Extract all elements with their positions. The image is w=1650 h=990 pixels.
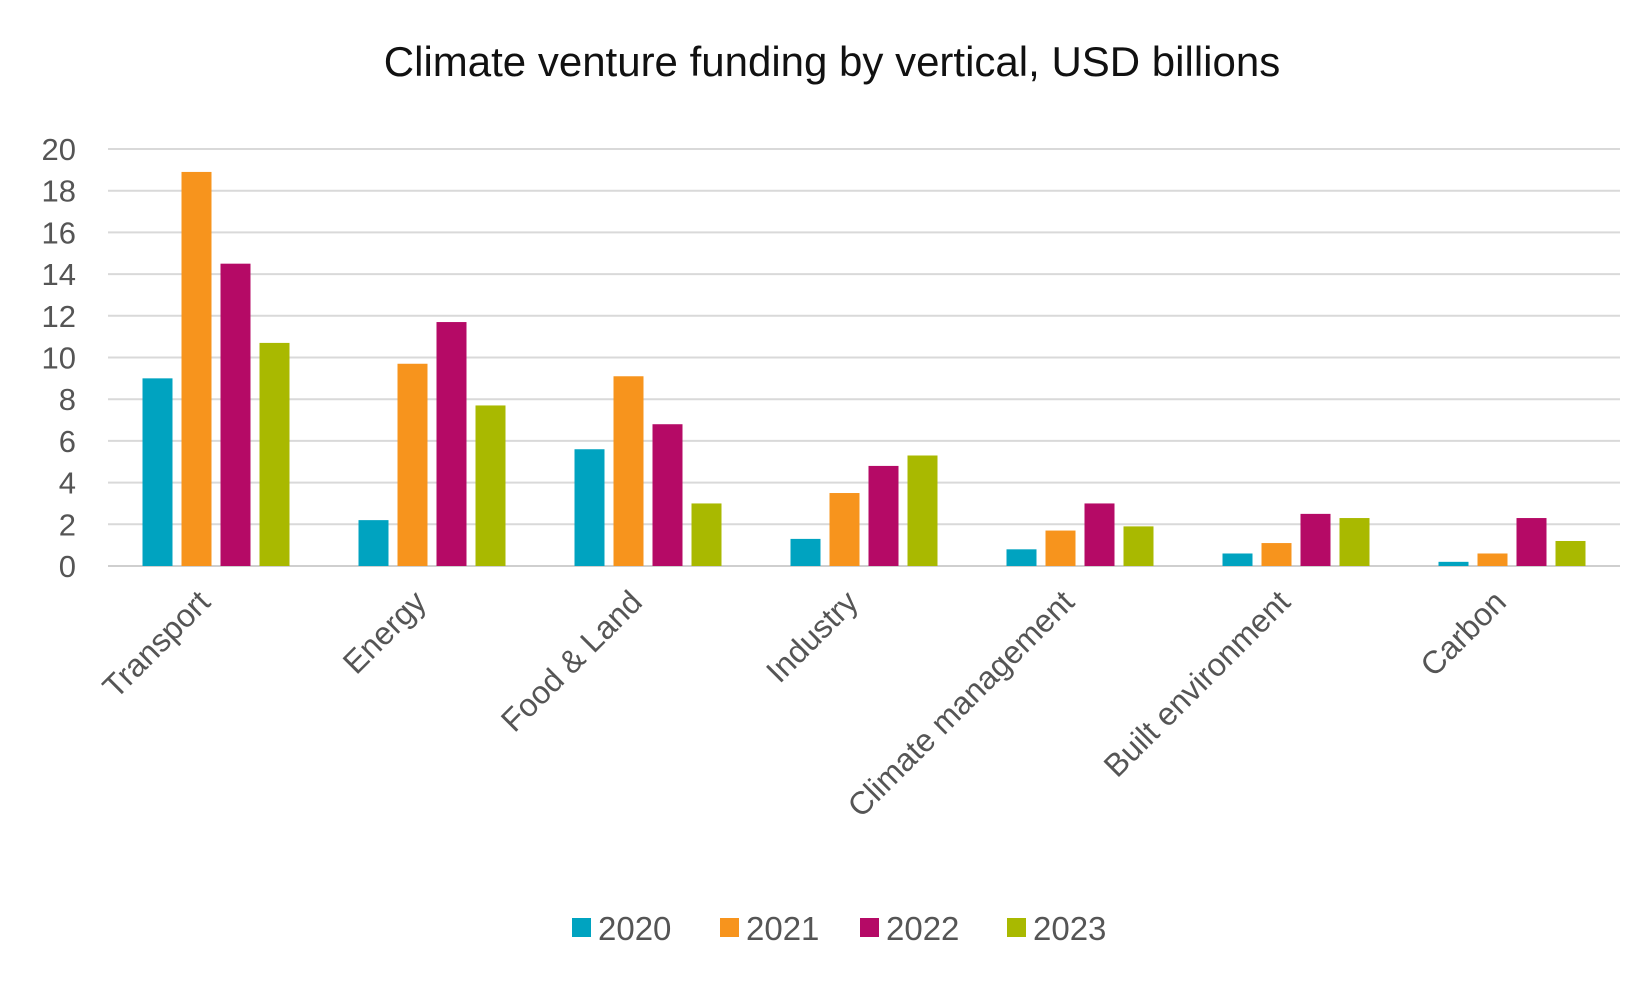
y-tick-label: 4 <box>59 466 76 501</box>
bar-2021 <box>397 363 428 566</box>
bar-2020 <box>1222 553 1253 566</box>
bar-2023 <box>259 342 290 566</box>
y-tick-label: 20 <box>42 132 76 167</box>
legend-swatch-2021 <box>720 918 739 937</box>
bar-2020 <box>1006 549 1037 566</box>
bar-2022 <box>1300 513 1331 566</box>
bar-2022 <box>1084 503 1115 566</box>
bar-2021 <box>829 493 860 566</box>
x-category-label: Built environment <box>1097 583 1297 783</box>
bar-2021 <box>181 171 212 566</box>
chart-title: Climate venture funding by vertical, USD… <box>384 38 1280 85</box>
bar-2022 <box>1516 518 1547 566</box>
x-axis-category-labels: Transport Energy Food & Land IndustryClimat… <box>96 583 1513 824</box>
legend-label-2020: 2020 <box>598 910 671 947</box>
bar-2021 <box>1045 530 1076 566</box>
bar-2020 <box>1438 561 1469 566</box>
y-tick-label: 10 <box>42 341 76 376</box>
y-tick-label: 8 <box>59 382 76 417</box>
bar-2020 <box>790 538 821 566</box>
x-category-label: Industry <box>759 583 865 689</box>
y-tick-label: 0 <box>59 549 76 584</box>
bar-2021 <box>613 376 644 566</box>
y-tick-label: 12 <box>42 299 76 334</box>
bar-2020 <box>142 378 173 566</box>
legend-label-2023: 2023 <box>1033 910 1106 947</box>
bar-2023 <box>907 455 938 566</box>
y-tick-label: 18 <box>42 174 76 209</box>
x-category-label: Food & Land <box>494 583 649 738</box>
legend-label-2022: 2022 <box>886 910 959 947</box>
legend-label-2021: 2021 <box>746 910 819 947</box>
legend: 2020 2021 2022 2023 <box>572 910 1106 947</box>
bar-2023 <box>691 503 722 566</box>
x-category-label: Energy <box>336 583 433 680</box>
legend-swatch-2022 <box>860 918 879 937</box>
bar-2022 <box>868 465 899 566</box>
legend-swatch-2020 <box>572 918 591 937</box>
bar-2023 <box>1123 526 1154 566</box>
bar-2022 <box>220 263 251 566</box>
y-tick-label: 6 <box>59 424 76 459</box>
bar-2022 <box>652 424 683 566</box>
x-category-label: Climate management <box>840 583 1081 824</box>
x-category-label: Carbon <box>1413 583 1513 683</box>
bar-2021 <box>1261 543 1292 566</box>
bars <box>142 171 1586 566</box>
legend-swatch-2023 <box>1007 918 1026 937</box>
bar-2023 <box>1555 540 1586 566</box>
y-tick-label: 16 <box>42 215 76 250</box>
bar-2021 <box>1477 553 1508 566</box>
y-tick-label: 2 <box>59 507 76 542</box>
x-category-label: Transport <box>96 583 218 705</box>
bar-2023 <box>1339 518 1370 566</box>
y-tick-label: 14 <box>42 257 76 292</box>
y-axis-ticks: 0 2 4 6 8 10 12 14 16 18 20 <box>42 132 76 584</box>
bar-2020 <box>574 449 605 566</box>
bar-2022 <box>436 322 467 566</box>
gridlines <box>108 148 1620 567</box>
bar-2023 <box>475 405 506 566</box>
bar-2020 <box>358 520 389 566</box>
